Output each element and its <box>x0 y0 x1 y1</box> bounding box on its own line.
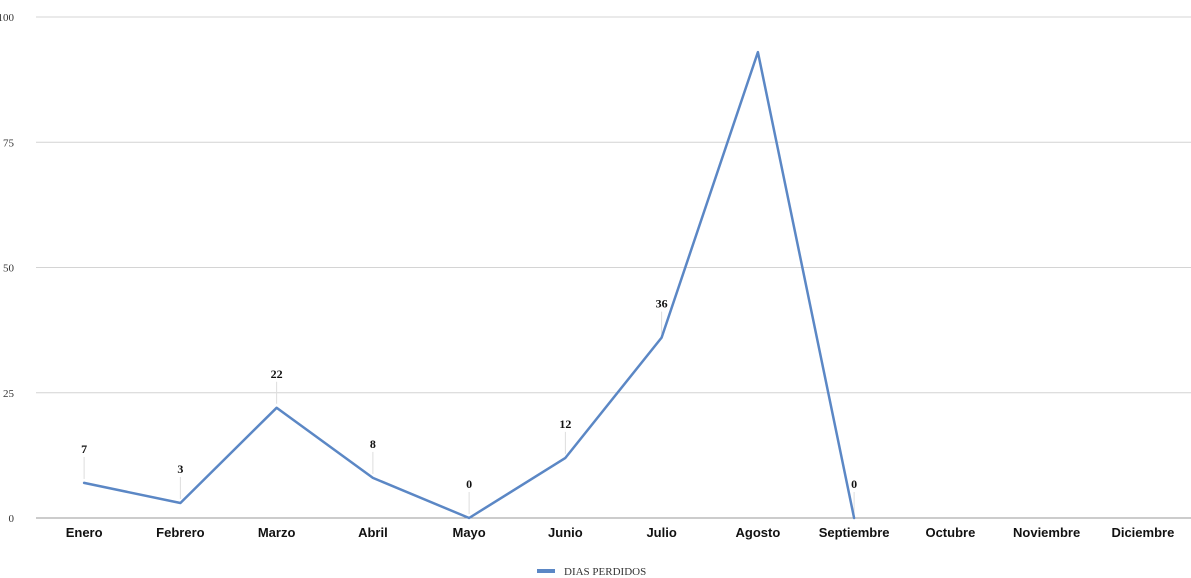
data-label: 3 <box>177 462 183 476</box>
data-label: 7 <box>81 442 87 456</box>
x-tick-label: Marzo <box>258 525 296 540</box>
legend-swatch <box>537 569 555 573</box>
data-label-leaders <box>83 311 855 514</box>
data-label: 22 <box>271 367 283 381</box>
y-tick-label: 50 <box>3 263 15 275</box>
gridlines <box>36 16 1191 519</box>
series-line-dias-perdidos <box>82 50 856 520</box>
data-labels: 7 3 22 8 0 12 36 0 <box>81 297 857 491</box>
x-tick-label: Julio <box>646 525 676 540</box>
x-tick-label: Abril <box>358 525 388 540</box>
x-tick-label: Noviembre <box>1013 525 1080 540</box>
legend-label: DIAS PERDIDOS <box>564 566 646 578</box>
x-tick-label: Diciembre <box>1111 525 1174 540</box>
x-tick-label: Agosto <box>735 525 780 540</box>
data-label: 8 <box>370 437 376 451</box>
data-label: 12 <box>559 417 571 431</box>
y-tick-label: 0 <box>9 513 15 525</box>
x-tick-label: Junio <box>548 525 583 540</box>
x-tick-label: Octubre <box>925 525 975 540</box>
x-tick-label: Mayo <box>453 525 486 540</box>
y-axis: 0 25 50 75 100 <box>0 12 15 525</box>
x-axis: Enero Febrero Marzo Abril Mayo Junio Julio Agos… <box>66 525 1175 540</box>
data-label: 0 <box>851 477 857 491</box>
y-tick-label: 100 <box>0 12 15 24</box>
data-label: 0 <box>466 477 472 491</box>
y-tick-label: 25 <box>3 388 15 400</box>
y-tick-label: 75 <box>3 137 15 149</box>
data-label: 36 <box>656 297 668 311</box>
x-tick-label: Febrero <box>156 525 204 540</box>
x-tick-label: Septiembre <box>819 525 890 540</box>
legend: DIAS PERDIDOS <box>537 566 646 578</box>
x-tick-label: Enero <box>66 525 103 540</box>
